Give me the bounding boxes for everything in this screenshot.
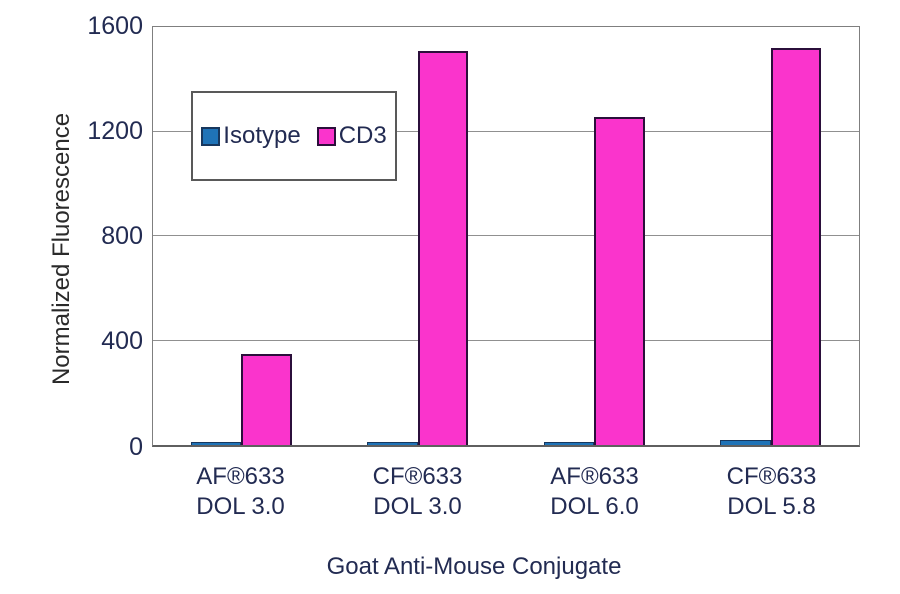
bar-cd3-2 — [594, 117, 645, 445]
bar-isotype-2 — [543, 442, 595, 445]
x-category-label-0-line2: DOL 3.0 — [196, 493, 285, 520]
gridline-400 — [153, 339, 859, 341]
y-tick-label-1200: 1200 — [87, 116, 143, 145]
x-category-label-3-line2: DOL 5.8 — [727, 493, 816, 520]
bar-group-1 — [330, 27, 507, 445]
legend-label-cd3: CD3 — [338, 122, 387, 149]
x-axis-title: Goat Anti-Mouse Conjugate — [326, 553, 622, 580]
bar-group-2 — [506, 27, 683, 445]
bar-cd3-1 — [417, 50, 469, 445]
x-category-label-2-line2: DOL 6.0 — [550, 493, 639, 520]
x-category-label-0-line1: AF®633 — [196, 463, 285, 490]
bar-isotype-3 — [720, 439, 771, 445]
legend: Isotype CD3 — [191, 91, 397, 181]
x-category-label-0: AF®633 DOL 3.0 — [152, 462, 329, 522]
y-tick-label-400: 400 — [101, 327, 143, 356]
legend-label-isotype: Isotype — [223, 122, 301, 149]
bar-group-3 — [683, 27, 860, 445]
bar-cd3-3 — [770, 47, 822, 445]
legend-item-cd3: CD3 — [316, 122, 387, 150]
bar-isotype-0 — [190, 442, 242, 445]
bar-isotype-1 — [367, 442, 418, 445]
bar-cd3-0 — [241, 353, 292, 445]
y-tick-label-1600: 1600 — [87, 11, 143, 40]
gridline-1200 — [153, 130, 859, 132]
x-category-label-2-line1: AF®633 — [550, 463, 639, 490]
x-category-label-2: AF®633 DOL 6.0 — [506, 462, 683, 522]
gridline-800 — [153, 235, 859, 236]
cd3-swatch-icon — [316, 126, 336, 146]
plot-area: Isotype CD3 — [152, 26, 860, 447]
y-tick-label-0: 0 — [129, 432, 143, 461]
x-category-label-3: CF®633 DOL 5.8 — [683, 462, 860, 522]
isotype-swatch-icon — [201, 126, 221, 146]
bar-group-0 — [153, 27, 330, 445]
x-category-label-1: CF®633 DOL 3.0 — [329, 462, 506, 522]
y-tick-label-800: 800 — [101, 222, 143, 250]
x-category-label-1-line2: DOL 3.0 — [373, 493, 462, 520]
x-category-label-3-line1: CF®633 — [726, 463, 817, 490]
x-category-label-1-line1: CF®633 — [372, 463, 463, 490]
legend-item-isotype: Isotype — [201, 122, 301, 150]
